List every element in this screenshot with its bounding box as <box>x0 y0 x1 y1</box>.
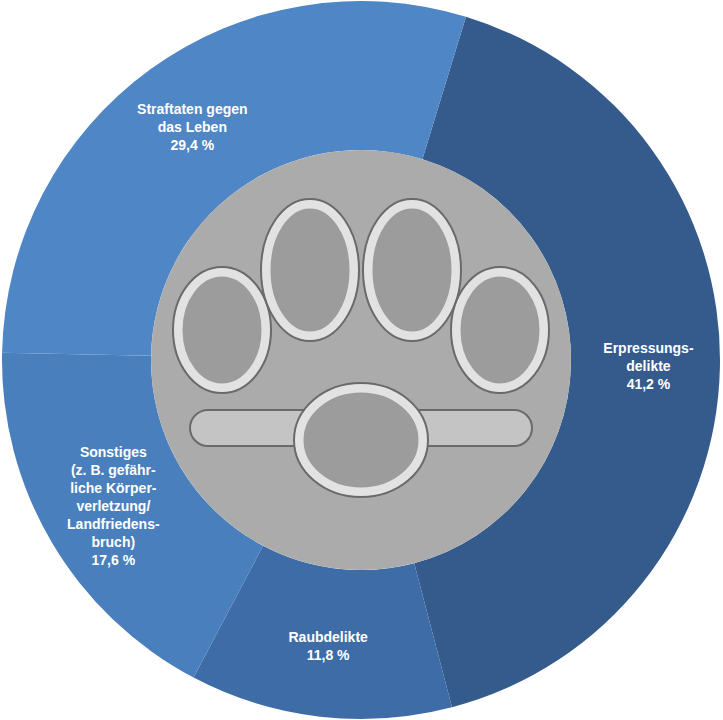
svg-text:das Leben: das Leben <box>158 119 227 135</box>
svg-text:11,8 %: 11,8 % <box>307 647 350 663</box>
svg-text:(z. B. gefähr-: (z. B. gefähr- <box>71 462 156 478</box>
svg-text:verletzung/: verletzung/ <box>76 498 150 514</box>
svg-text:17,6 %: 17,6 % <box>92 552 136 568</box>
svg-text:Sonstiges: Sonstiges <box>80 444 147 460</box>
svg-text:liche Körper-: liche Körper- <box>70 480 157 496</box>
svg-text:41,2 %: 41,2 % <box>627 376 671 392</box>
svg-text:bruch): bruch) <box>92 534 136 550</box>
svg-text:29,4 %: 29,4 % <box>171 137 215 153</box>
svg-text:delikte: delikte <box>626 358 671 374</box>
svg-text:Raubdelikte: Raubdelikte <box>288 629 368 645</box>
svg-text:Erpressungs-: Erpressungs- <box>603 340 694 356</box>
svg-text:Straftaten gegen: Straftaten gegen <box>137 101 247 117</box>
svg-text:Landfriedens-: Landfriedens- <box>67 516 160 532</box>
